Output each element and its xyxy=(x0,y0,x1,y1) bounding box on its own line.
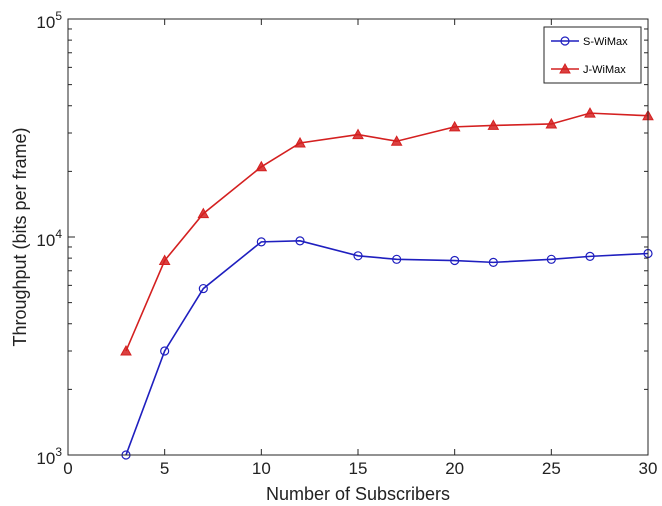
data-point xyxy=(488,257,498,267)
data-point xyxy=(546,254,556,264)
legend-label: J-WiMax xyxy=(583,64,626,76)
data-point xyxy=(120,344,132,356)
y-tick-label: 105 xyxy=(36,9,62,32)
data-point xyxy=(487,119,500,130)
legend-marker xyxy=(559,62,571,74)
data-point xyxy=(160,346,170,356)
data-point xyxy=(450,255,460,266)
y-axis-label: Throughput (bits per frame) xyxy=(10,127,30,346)
x-tick-label: 15 xyxy=(349,459,368,478)
x-tick-label: 5 xyxy=(160,459,169,478)
x-tick-label: 30 xyxy=(639,459,658,478)
series-line xyxy=(125,112,649,352)
data-point xyxy=(545,117,558,129)
legend-label: S-WiMax xyxy=(583,36,628,48)
legend-box xyxy=(543,26,642,84)
series-s-wimax xyxy=(121,236,653,460)
data-point xyxy=(295,236,305,246)
data-point xyxy=(353,251,363,261)
data-point xyxy=(197,207,210,219)
x-tick-label: 25 xyxy=(542,459,561,478)
data-point xyxy=(158,254,171,266)
data-point xyxy=(352,128,364,140)
data-point xyxy=(255,160,268,172)
axes-box xyxy=(67,18,649,456)
data-point xyxy=(392,254,402,264)
series-line xyxy=(125,240,649,456)
x-axis-label: Number of Subscribers xyxy=(266,484,450,504)
series-j-wimax xyxy=(120,107,654,356)
y-tick-label: 103 xyxy=(36,445,62,468)
data-point xyxy=(390,135,403,146)
plot-content xyxy=(120,107,654,460)
data-point xyxy=(198,283,208,294)
legend-marker xyxy=(560,36,570,46)
data-point xyxy=(584,107,596,118)
x-tick-label: 10 xyxy=(252,459,271,478)
y-tick-label: 104 xyxy=(36,227,62,250)
x-tick-label: 20 xyxy=(445,459,464,478)
data-point xyxy=(585,251,595,261)
data-point xyxy=(256,237,266,247)
x-tick-label: 0 xyxy=(63,459,72,478)
legend: S-WiMax J-WiMax xyxy=(543,26,642,84)
data-point xyxy=(294,136,306,148)
axis-ticks: 0 5 10 15 20 25 30 103 104 105 xyxy=(36,9,657,478)
data-point xyxy=(448,120,461,132)
